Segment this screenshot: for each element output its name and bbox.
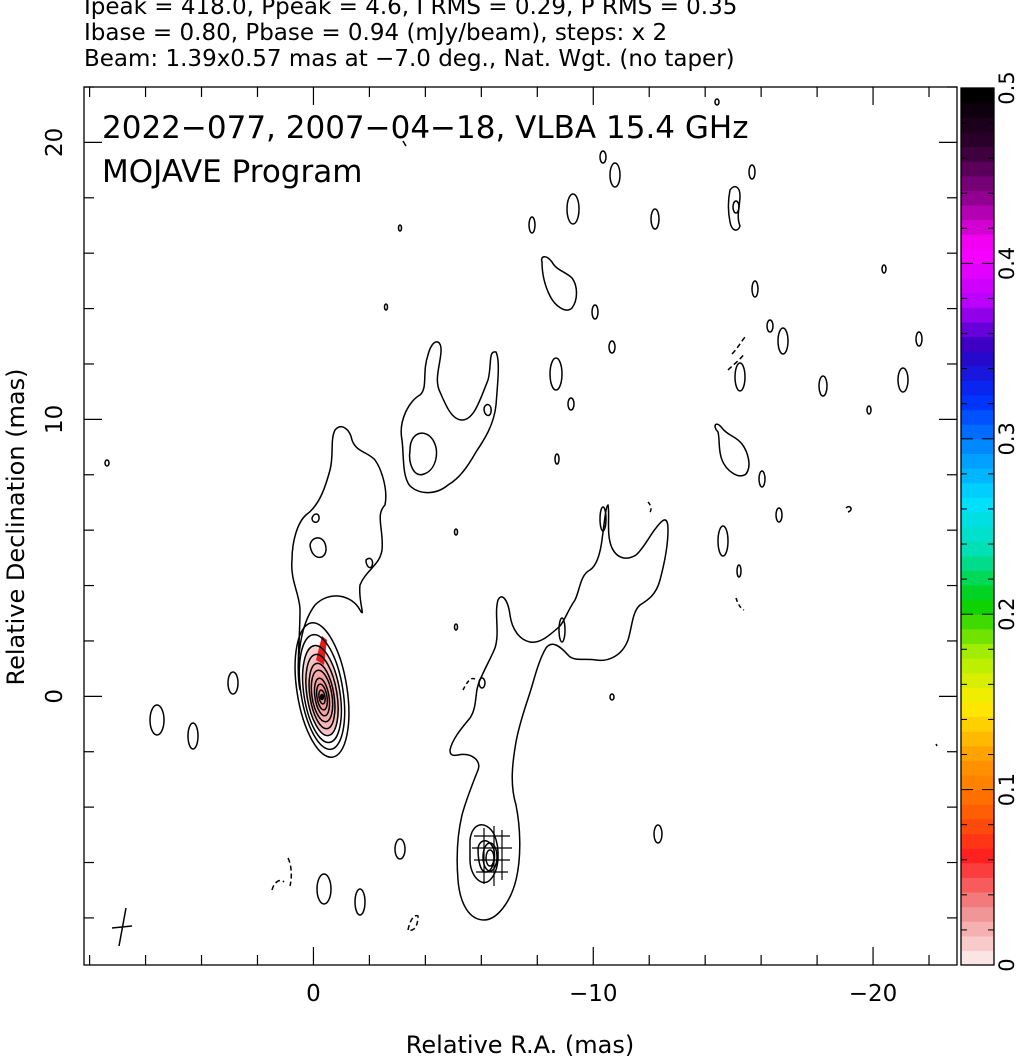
colorbar-band xyxy=(961,351,994,367)
colorbar-band xyxy=(961,760,994,776)
colorbar-band xyxy=(961,278,994,294)
south-jet-contour xyxy=(449,504,669,921)
x-tick-labels: 0 −10 −20 xyxy=(306,981,897,1007)
colorbar-band xyxy=(961,672,994,688)
beam-cross xyxy=(111,907,133,947)
colorbar-band xyxy=(961,804,994,820)
colorbar-band xyxy=(961,716,994,732)
colorbar-band xyxy=(961,424,994,440)
colorbar-tick-labels: 0 0.1 0.2 0.3 0.4 0.5 xyxy=(995,71,1019,971)
colorbar-band xyxy=(961,409,994,425)
noise-contours xyxy=(104,98,938,932)
colorbar-band xyxy=(961,555,994,571)
colorbar-band xyxy=(961,204,994,221)
plot-title: 2022−077, 2007−04−18, VLBA 15.4 GHz xyxy=(102,110,749,146)
colorbar-band xyxy=(961,117,994,133)
colorbar-band xyxy=(961,833,994,849)
x-axis-title: Relative R.A. (mas) xyxy=(406,1031,634,1059)
colorbar-band xyxy=(961,906,994,922)
colorbar-tick-label: 0.1 xyxy=(995,773,1019,806)
colorbar-band xyxy=(961,526,994,542)
colorbar-band xyxy=(961,131,994,148)
x-tick-label: 0 xyxy=(306,981,321,1007)
colorbar-band xyxy=(961,570,994,586)
y-tick-labels: 0 10 20 xyxy=(42,128,68,704)
colorbar-band xyxy=(961,614,994,630)
colorbar-tick-label: 0.4 xyxy=(995,247,1019,280)
x-tick-label: −20 xyxy=(849,981,898,1007)
core-polarization-streak xyxy=(316,636,327,665)
y-axis-title: Relative Declination (mas) xyxy=(2,368,30,685)
colorbar-band xyxy=(961,628,994,645)
colorbar-band xyxy=(961,891,994,908)
colorbar-band xyxy=(961,599,994,615)
colorbar-band xyxy=(961,774,994,791)
colorbar-band xyxy=(961,468,994,484)
colorbar-band xyxy=(961,497,994,513)
colorbar-band xyxy=(961,380,994,396)
colorbar-band xyxy=(961,789,994,805)
colorbar-band xyxy=(961,146,994,162)
colorbar-band xyxy=(961,102,994,118)
colorbar-ticks xyxy=(961,87,994,966)
colorbar-band xyxy=(961,365,994,381)
colorbar-band xyxy=(961,687,994,703)
colorbar-band xyxy=(961,731,994,747)
colorbar-band xyxy=(961,511,994,528)
polarization-ticks xyxy=(472,826,512,886)
colorbar-band xyxy=(961,307,994,323)
colorbar-band xyxy=(961,219,994,235)
colorbar-band xyxy=(961,745,994,761)
y-tick-label: 10 xyxy=(42,405,68,434)
colorbar-band xyxy=(961,658,994,674)
north-jet-contour xyxy=(291,426,387,691)
colorbar-band xyxy=(961,321,994,338)
colorbar xyxy=(961,88,994,966)
colorbar-band xyxy=(961,190,994,206)
core-contours xyxy=(294,621,350,759)
colorbar-band xyxy=(961,161,994,177)
colorbar-band xyxy=(961,394,994,411)
colorbar-band xyxy=(961,263,994,279)
colorbar-band xyxy=(961,877,994,893)
plot-frame xyxy=(83,86,958,966)
colorbar-band xyxy=(961,541,994,557)
colorbar-band xyxy=(961,921,994,937)
colorbar-band xyxy=(961,175,994,191)
x-axis-ticks xyxy=(88,87,930,965)
colorbar-tick-label: 0.3 xyxy=(995,422,1019,455)
colorbar-band xyxy=(961,482,994,498)
colorbar-band xyxy=(961,88,994,104)
contour-map xyxy=(104,98,938,947)
colorbar-band xyxy=(961,438,994,455)
x-tick-label: −10 xyxy=(569,981,618,1007)
colorbar-band xyxy=(961,848,994,864)
upper-jet-contour xyxy=(400,341,500,494)
colorbar-band xyxy=(961,643,994,659)
colorbar-frame xyxy=(960,87,995,966)
plot-subtitle: MOJAVE Program xyxy=(102,154,363,190)
colorbar-band xyxy=(961,234,994,250)
colorbar-band xyxy=(961,336,994,352)
y-tick-label: 0 xyxy=(42,689,68,704)
colorbar-tick-label: 0.2 xyxy=(995,597,1019,630)
colorbar-band xyxy=(961,292,994,308)
header-line-2: Ibase = 0.80, Pbase = 0.94 (mJy/beam), s… xyxy=(84,20,668,46)
colorbar-band xyxy=(961,453,994,469)
y-tick-label: 20 xyxy=(42,128,68,157)
colorbar-tick-label: 0.5 xyxy=(995,71,1019,104)
colorbar-band xyxy=(961,862,994,878)
y-axis-ticks xyxy=(84,86,957,919)
colorbar-band xyxy=(961,818,994,835)
header-line-3: Beam: 1.39x0.57 mas at −7.0 deg., Nat. W… xyxy=(84,46,735,72)
colorbar-tick-label: 0 xyxy=(995,958,1019,971)
colorbar-band xyxy=(961,248,994,264)
colorbar-band xyxy=(961,935,994,951)
colorbar-band xyxy=(961,950,994,966)
colorbar-band xyxy=(961,584,994,601)
colorbar-band xyxy=(961,701,994,718)
header-line-1: Ipeak = 418.0, Ppeak = 4.6, I RMS = 0.29… xyxy=(84,0,738,20)
